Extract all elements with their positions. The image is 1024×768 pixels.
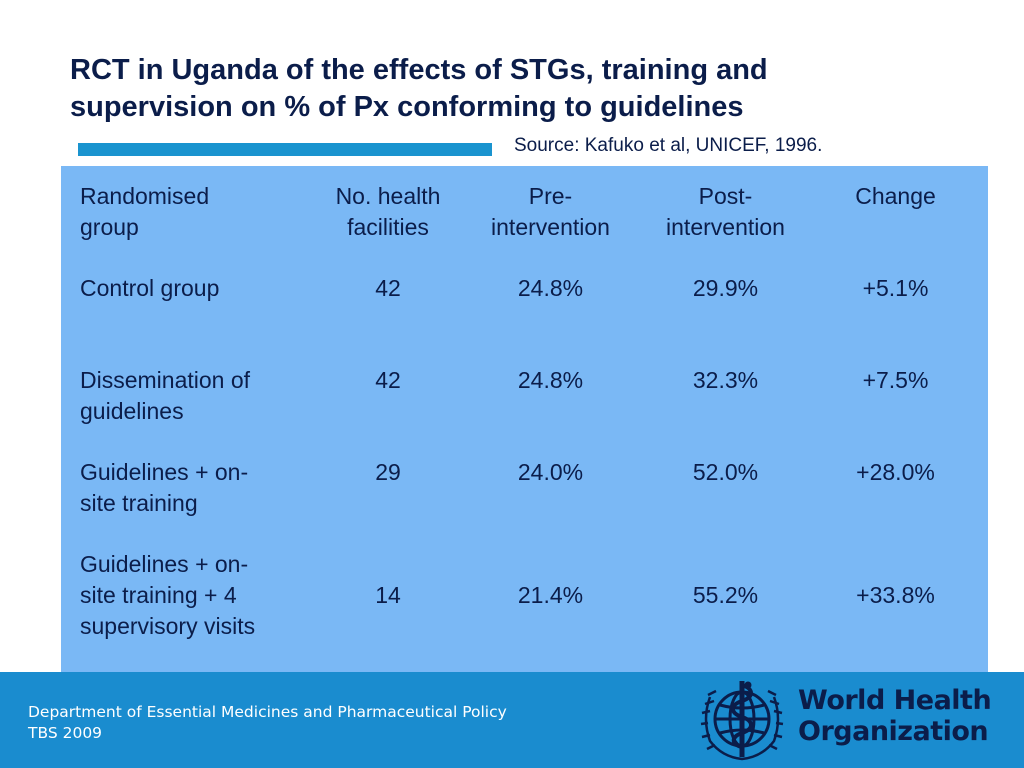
cell-pre: 24.8% [517, 275, 584, 301]
cell-group: Guidelines + on- site training [73, 457, 313, 549]
who-logo-line-2: Organization [798, 716, 989, 747]
cell-post: 32.3% [692, 367, 759, 393]
slide-title: RCT in Uganda of the effects of STGs, tr… [70, 52, 970, 126]
title-accent-bar [78, 143, 492, 156]
who-logo-text: World Health Organization [798, 685, 992, 747]
cell-change: +7.5% [862, 367, 929, 393]
cell-line: Guidelines + on- [80, 459, 249, 485]
cell-line: Control group [80, 275, 220, 301]
header-post-intervention: Post- intervention [638, 181, 813, 273]
cell-group: Control group [73, 273, 313, 365]
cell-change: +33.8% [856, 582, 935, 608]
cell-line: guidelines [80, 398, 184, 424]
cell-line: Guidelines + on- [80, 551, 249, 577]
cell-line: site training + 4 [80, 582, 237, 608]
footer-course: TBS 2009 [28, 724, 103, 742]
header-line: No. health [335, 183, 441, 209]
table-row: Control group 42 24.8% 29.9% +5.1% [73, 273, 978, 365]
cell-pre: 24.0% [517, 459, 584, 485]
header-line: Pre- [528, 183, 573, 209]
cell-pre: 24.8% [517, 367, 584, 393]
header-line: Randomised [80, 183, 210, 209]
footer-department: Department of Essential Medicines and Ph… [28, 703, 507, 721]
table-row: Dissemination of guidelines 42 24.8% 32.… [73, 365, 978, 457]
header-health-facilities: No. health facilities [313, 181, 463, 273]
cell-line: supervisory visits [80, 613, 256, 639]
cell-post: 29.9% [692, 275, 759, 301]
footer-text: Department of Essential Medicines and Ph… [28, 702, 507, 744]
cell-pre: 21.4% [517, 582, 584, 608]
slide-title-line-1: RCT in Uganda of the effects of STGs, tr… [70, 54, 768, 86]
header-change: Change [813, 181, 978, 273]
header-randomised-group: Randomised group [73, 181, 313, 273]
header-line: intervention [491, 214, 610, 240]
cell-facilities: 42 [375, 367, 401, 393]
cell-change: +5.1% [862, 275, 929, 301]
header-line: group [80, 214, 139, 240]
slide-title-line-2: supervision on % of Px conforming to gui… [70, 91, 744, 123]
cell-group: Guidelines + on- site training + 4 super… [73, 549, 313, 642]
source-citation: Source: Kafuko et al, UNICEF, 1996. [514, 135, 823, 156]
cell-line: site training [80, 490, 198, 516]
who-logo-line-1: World Health [798, 685, 992, 716]
footer-bar: Department of Essential Medicines and Ph… [0, 672, 1024, 768]
cell-post: 52.0% [692, 459, 759, 485]
header-line: Change [855, 183, 936, 209]
cell-post: 55.2% [692, 582, 759, 608]
cell-facilities: 29 [375, 459, 401, 485]
table-row: Guidelines + on- site training + 4 super… [73, 549, 978, 642]
results-table: Randomised group No. health facilities P… [73, 181, 978, 642]
table-row: Guidelines + on- site training 29 24.0% … [73, 457, 978, 549]
table-header-row: Randomised group No. health facilities P… [73, 181, 978, 273]
header-line: Post- [698, 183, 753, 209]
header-line: facilities [347, 214, 429, 240]
cell-facilities: 42 [375, 275, 401, 301]
header-pre-intervention: Pre- intervention [463, 181, 638, 273]
table-panel: Randomised group No. health facilities P… [61, 166, 988, 672]
cell-change: +28.0% [856, 459, 935, 485]
cell-facilities: 14 [375, 582, 401, 608]
cell-group: Dissemination of guidelines [73, 365, 313, 457]
cell-line: Dissemination of [80, 367, 251, 393]
header-line: intervention [666, 214, 785, 240]
who-emblem-icon [700, 681, 784, 761]
